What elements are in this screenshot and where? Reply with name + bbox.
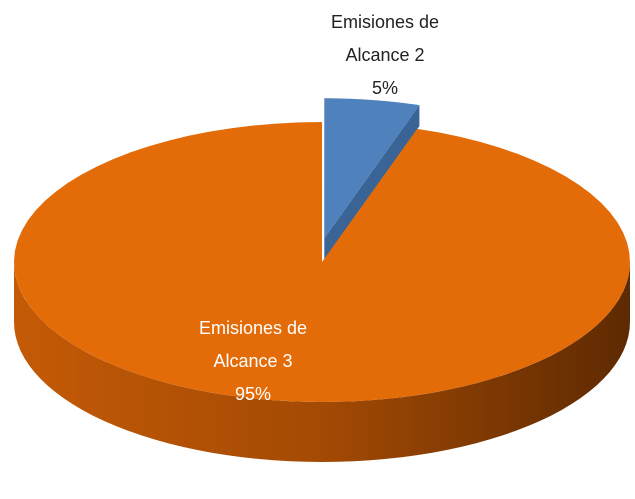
slice-value: 5% xyxy=(371,78,398,98)
data-label: Emisiones de Alcance 3 95% xyxy=(178,312,328,411)
pie-slice xyxy=(14,122,630,402)
slice-name: Emisiones de Alcance 3 xyxy=(198,318,308,371)
slice-name: Emisiones de Alcance 2 xyxy=(330,12,440,65)
pie-slice xyxy=(324,98,420,239)
data-label: Emisiones de Alcance 2 5% xyxy=(310,6,460,105)
slice-cut xyxy=(324,105,420,260)
slice-side xyxy=(14,262,630,462)
slice-value: 95% xyxy=(234,384,272,404)
